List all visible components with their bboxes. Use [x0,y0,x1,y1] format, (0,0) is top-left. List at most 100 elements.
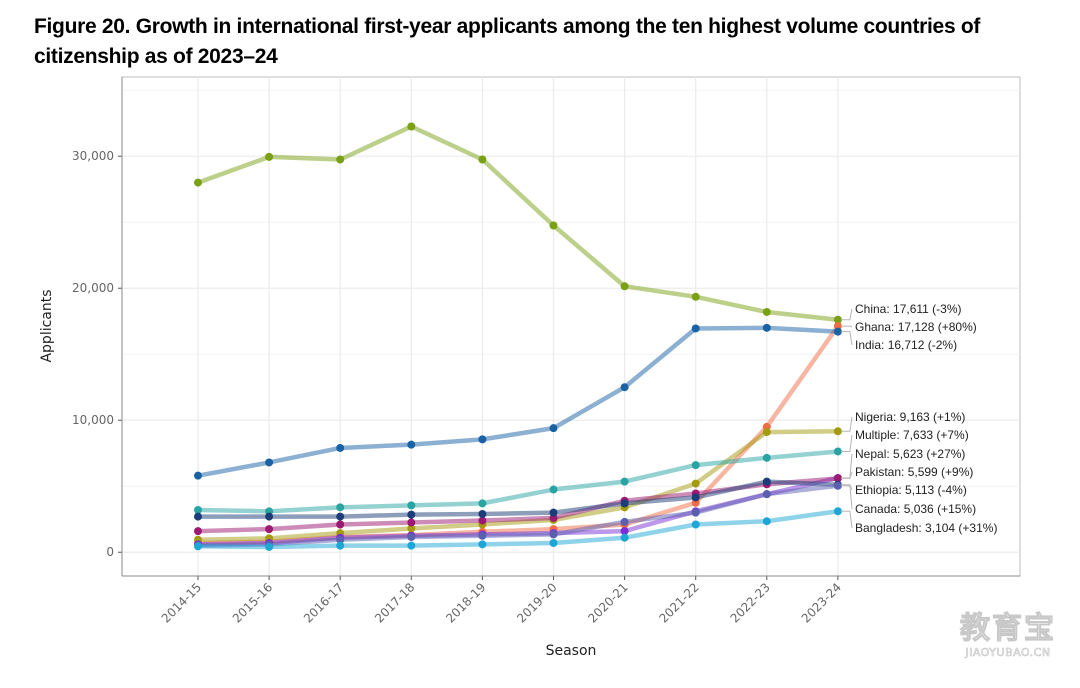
data-point [336,155,345,164]
data-point [833,322,842,331]
leader-line [840,331,853,346]
data-point [833,507,842,516]
series-china [194,122,842,324]
watermark: 教育宝 JIAOYUBAO.CN [948,611,1068,660]
leader-line [840,510,853,529]
data-point [265,525,274,534]
x-tick-label: 2015-16 [230,580,275,625]
leader-line [840,485,853,510]
data-point [194,505,202,514]
x-tick-label: 2016-17 [301,580,346,625]
end-label-ghana: Ghana: 17,128 (+80%) [855,320,977,334]
data-point [833,447,842,456]
data-point [833,315,842,324]
data-point [549,424,558,433]
data-point [478,509,487,518]
data-point [549,538,558,547]
x-tick-label: 2021-22 [656,580,701,625]
data-point [549,485,558,494]
series-line [195,479,841,519]
end-label-canada: Canada: 5,036 (+15%) [855,502,976,516]
end-label-bangladesh: Bangladesh: 3,104 (+31%) [855,521,997,535]
end-labels: China: 17,611 (-3%) Ghana: 17,128 (+80%) I… [840,302,997,535]
data-point [407,533,416,542]
data-point [549,530,558,539]
x-tick-label: 2022-23 [728,580,773,625]
data-point [620,517,629,526]
y-axis-title: Applicants [39,289,55,362]
x-tick-label: 2014-15 [159,580,204,625]
plot-panel [121,76,1021,577]
data-point [620,477,629,486]
x-tick-label: 2018-19 [443,580,488,625]
data-point [194,542,202,551]
data-point [691,292,700,301]
leader-line [840,325,853,328]
data-point [833,481,842,490]
watermark-cn: 教育宝 [960,611,1056,646]
data-point [620,527,629,536]
end-label-pakistan: Pakistan: 5,599 (+9%) [855,465,973,479]
leader-line [840,471,853,479]
x-tick-label: 2019-20 [514,580,559,625]
data-point [194,512,202,521]
end-label-multiple: Multiple: 7,633 (+7%) [855,428,969,442]
data-point [407,440,416,449]
series-bangladesh [194,507,842,551]
data-point [691,479,700,488]
data-point [407,122,416,131]
x-tick-label: 2017-18 [372,580,417,625]
data-point [549,508,558,517]
series-line [195,509,841,550]
data-point [407,518,416,527]
y-tick-label: 10,000 [72,413,114,427]
data-point [407,524,416,533]
series-multiple [194,447,842,516]
y-axis: 0 10,000 20,000 30,000 [72,77,123,576]
data-point [478,435,487,444]
data-point [336,520,345,529]
y-tick-label: 20,000 [72,281,114,295]
data-point [762,307,771,316]
end-label-india: India: 16,712 (-2%) [855,338,957,352]
series-canada [194,481,842,550]
data-point [407,510,416,519]
data-point [336,503,345,512]
data-point [620,533,629,542]
series-lines [194,122,842,551]
data-point [478,499,487,508]
data-point [407,541,416,550]
end-label-china: China: 17,611 (-3%) [855,302,962,316]
data-point [762,453,771,462]
data-point [620,282,629,291]
chart-title: Figure 20. Growth in international first… [34,15,981,68]
series-line [195,124,841,323]
data-point [833,474,842,483]
series-india [194,323,842,480]
end-label-nepal: Nepal: 5,623 (+27%) [855,447,965,461]
data-point [265,542,274,551]
data-point [336,443,345,452]
data-point [194,178,202,187]
data-point [478,540,487,549]
series-line [195,449,841,514]
leader-line [840,416,853,432]
data-point [620,383,629,392]
data-point [762,490,771,499]
data-point [762,428,771,437]
data-point [762,517,771,526]
data-point [478,155,487,164]
data-point [691,324,700,333]
data-point [833,327,842,336]
leader-line [840,484,853,491]
data-point [620,499,629,508]
data-point [691,508,700,517]
y-tick-label: 30,000 [72,149,114,163]
x-tick-label: 2023-24 [799,580,844,625]
series-line [195,325,841,478]
data-point [762,323,771,332]
data-point [336,535,345,544]
end-label-ethiopia: Ethiopia: 5,113 (-4%) [855,483,967,497]
watermark-en: JIAOYUBAO.CN [965,646,1051,660]
